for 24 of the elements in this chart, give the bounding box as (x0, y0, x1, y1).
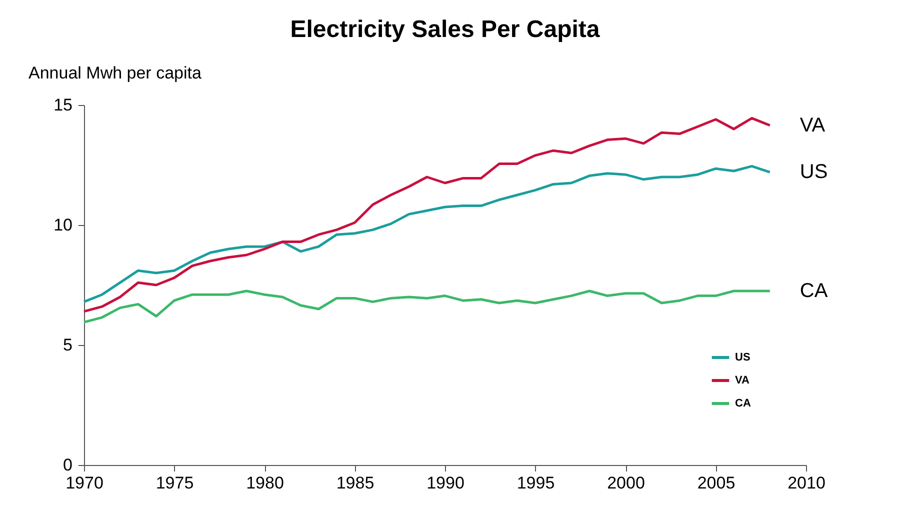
y-tick-label: 15 (54, 96, 72, 114)
x-tick-label: 1995 (516, 474, 555, 492)
x-tick-label: 2000 (607, 474, 645, 492)
text: US (800, 161, 828, 184)
legend-label: VA (735, 374, 750, 386)
y-tick-label: 5 (63, 336, 72, 354)
line-series (82, 116, 772, 313)
line-series (82, 164, 772, 304)
y-axis-title: Annual Mwh per capita (28, 64, 202, 82)
y-tick-label: 10 (54, 216, 72, 234)
x-tick-label: 2010 (788, 474, 826, 492)
x-tick-label: 1990 (426, 474, 464, 492)
x-tick-label: 1980 (246, 474, 284, 492)
x-tick-label: 1975 (156, 474, 194, 492)
x-tick-label: 1985 (336, 474, 374, 492)
legend-label: CA (735, 398, 751, 410)
x-tick-label: 2005 (697, 474, 736, 492)
chart-title: Electricity Sales Per Capita (290, 16, 600, 43)
legend-label: US (735, 352, 750, 364)
x-tick-label: 1970 (66, 474, 104, 492)
text: VA (800, 114, 826, 136)
line-series (82, 290, 772, 324)
text: CA (800, 280, 828, 302)
y-tick-label: 0 (63, 456, 72, 474)
